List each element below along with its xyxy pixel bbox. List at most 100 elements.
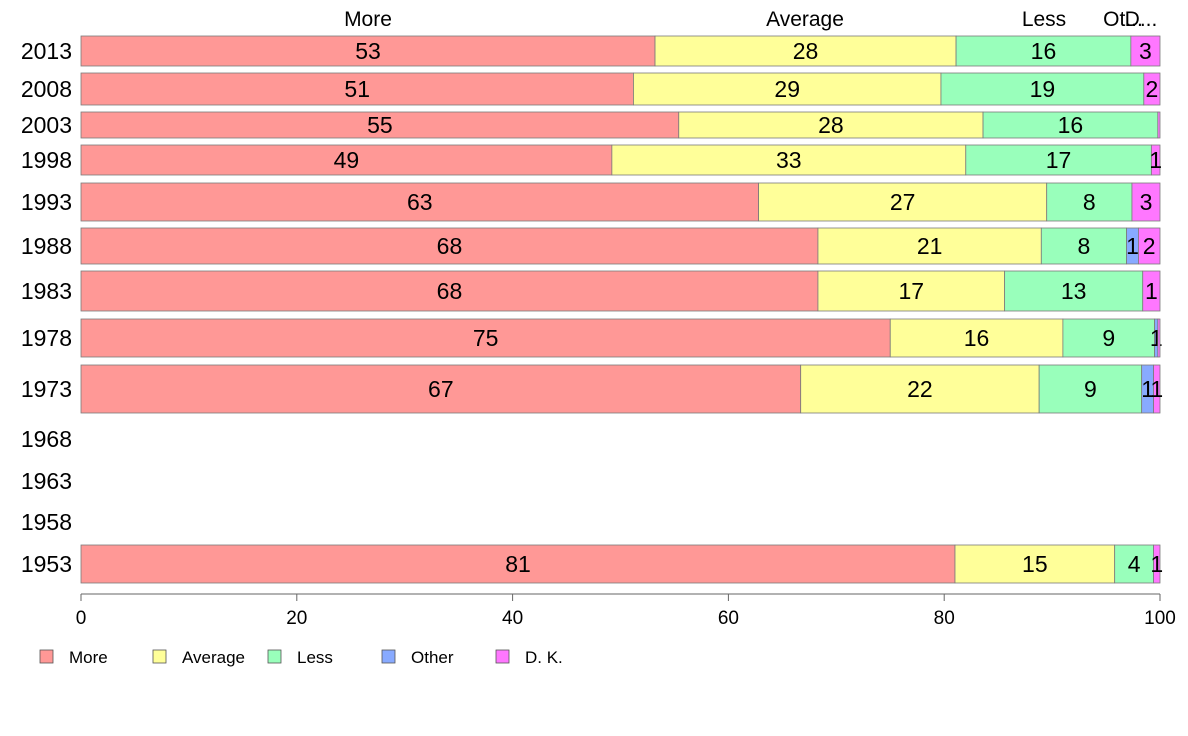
bar-value-label: 16: [1058, 112, 1084, 138]
bar-value-label: 15: [1022, 551, 1048, 577]
legend-label: Less: [297, 648, 333, 667]
bar-value-label: 27: [890, 189, 916, 215]
bar-segment-d-k-: [1131, 182, 1161, 222]
bar-segment-average: [817, 270, 1006, 312]
bar-value-label: 13: [1061, 278, 1087, 304]
column-header: Average: [766, 8, 844, 31]
bar-segment-d-k-: [1143, 72, 1161, 106]
bar-value-label: 28: [818, 112, 844, 138]
bar-value-label: 75: [473, 325, 499, 351]
year-label: 1958: [21, 509, 72, 535]
year-label: 1988: [21, 233, 72, 259]
bar-value-label: 1: [1150, 551, 1163, 577]
bar-segment-less: [982, 111, 1159, 139]
bar-value-label: 67: [428, 376, 454, 402]
bar-segment-less: [1004, 270, 1144, 312]
column-header: Ot...: [1103, 8, 1143, 31]
bar-value-label: 19: [1030, 76, 1056, 102]
legend-label: Average: [182, 648, 245, 667]
x-tick-label: 20: [286, 608, 307, 629]
bar-value-label: 63: [407, 189, 433, 215]
bar-segment-average: [758, 182, 1048, 222]
bar-segment-average: [800, 364, 1040, 414]
legend-swatch: [381, 649, 396, 664]
bar-segment-more: [80, 72, 634, 106]
column-header: D...: [1125, 8, 1158, 31]
bar-segment-average: [817, 227, 1042, 265]
bar-value-label: 68: [437, 233, 463, 259]
legend-label: Other: [411, 648, 454, 667]
legend-swatch: [495, 649, 510, 664]
bar-value-label: 1: [1141, 376, 1154, 402]
bar-segment-more: [80, 182, 760, 222]
bar-value-label: 55: [367, 112, 393, 138]
bar-segment-more: [80, 144, 613, 176]
bar-value-label: 1: [1126, 233, 1139, 259]
year-label: 1993: [21, 189, 72, 215]
year-label: 1963: [21, 468, 72, 494]
bar-value-label: 1: [1150, 325, 1163, 351]
bar-segment-less: [1038, 364, 1143, 414]
bar-value-label: 29: [774, 76, 800, 102]
legend-label: D. K.: [525, 648, 563, 667]
bar-value-label: 49: [334, 147, 360, 173]
column-header: More: [344, 8, 392, 31]
bar-segment-average: [611, 144, 967, 176]
year-label: 2013: [21, 38, 72, 64]
bar-segment-d-k-: [1150, 144, 1161, 176]
bar-segment-more: [80, 364, 802, 414]
bar-segment-more: [80, 318, 891, 358]
bar-segment-d-k-: [1142, 270, 1161, 312]
bar-value-label: 9: [1084, 376, 1097, 402]
bar-segment-d-k-: [1157, 318, 1161, 358]
bar-value-label: 8: [1083, 189, 1096, 215]
year-label: 1998: [21, 147, 72, 173]
year-label: 1978: [21, 325, 72, 351]
bar-segment-d-k-: [1138, 227, 1161, 265]
bar-value-label: 51: [344, 76, 370, 102]
bar-value-label: 53: [355, 38, 381, 64]
bar-value-label: 17: [898, 278, 924, 304]
bar-value-label: 2: [1143, 233, 1156, 259]
bar-segment-average: [678, 111, 984, 139]
bar-segment-d-k-: [1130, 35, 1161, 67]
bar-value-label: 28: [793, 38, 819, 64]
year-label: 1953: [21, 551, 72, 577]
bar-segment-d-k-: [1157, 111, 1161, 139]
bar-segment-average: [654, 35, 957, 67]
year-label: 2008: [21, 76, 72, 102]
bar-value-label: 22: [907, 376, 933, 402]
bar-segment-less: [1062, 318, 1156, 358]
year-label: 1983: [21, 278, 72, 304]
legend-label: More: [69, 648, 108, 667]
bar-value-label: 9: [1102, 325, 1115, 351]
bar-value-label: 21: [917, 233, 943, 259]
bar-segment-less: [1046, 182, 1133, 222]
legend-swatch: [39, 649, 54, 664]
year-label: 1968: [21, 426, 72, 452]
bar-value-label: 3: [1140, 189, 1153, 215]
bar-segment-d-k-: [1153, 544, 1161, 584]
bar-segment-more: [80, 270, 819, 312]
bar-segment-more: [80, 111, 680, 139]
legend-swatch: [152, 649, 167, 664]
bar-value-label: 3: [1139, 38, 1152, 64]
legend: More Average Less Other D. K.: [39, 648, 563, 667]
bar-segment-average: [954, 544, 1116, 584]
x-axis: 0 20 40 60 80 100: [76, 593, 1176, 629]
bar-value-label: 17: [1046, 147, 1072, 173]
bar-value-label: 2: [1146, 76, 1159, 102]
year-labels: 2013 2008 2003 1998 1993 1988 1983 1978 1973 1968…: [21, 38, 72, 577]
bar-segment-average: [889, 318, 1064, 358]
bar-value-label: 16: [964, 325, 990, 351]
bar-segment-less: [940, 72, 1145, 106]
bar-value-label: 1: [1150, 376, 1163, 402]
bar-segment-average: [633, 72, 942, 106]
x-tick-label: 60: [718, 608, 739, 629]
bar-segment-less: [1040, 227, 1127, 265]
bar-value-label: 33: [776, 147, 802, 173]
bar-value-label: 8: [1078, 233, 1091, 259]
column-headers: More Average Less Ot...D...: [344, 8, 1157, 31]
